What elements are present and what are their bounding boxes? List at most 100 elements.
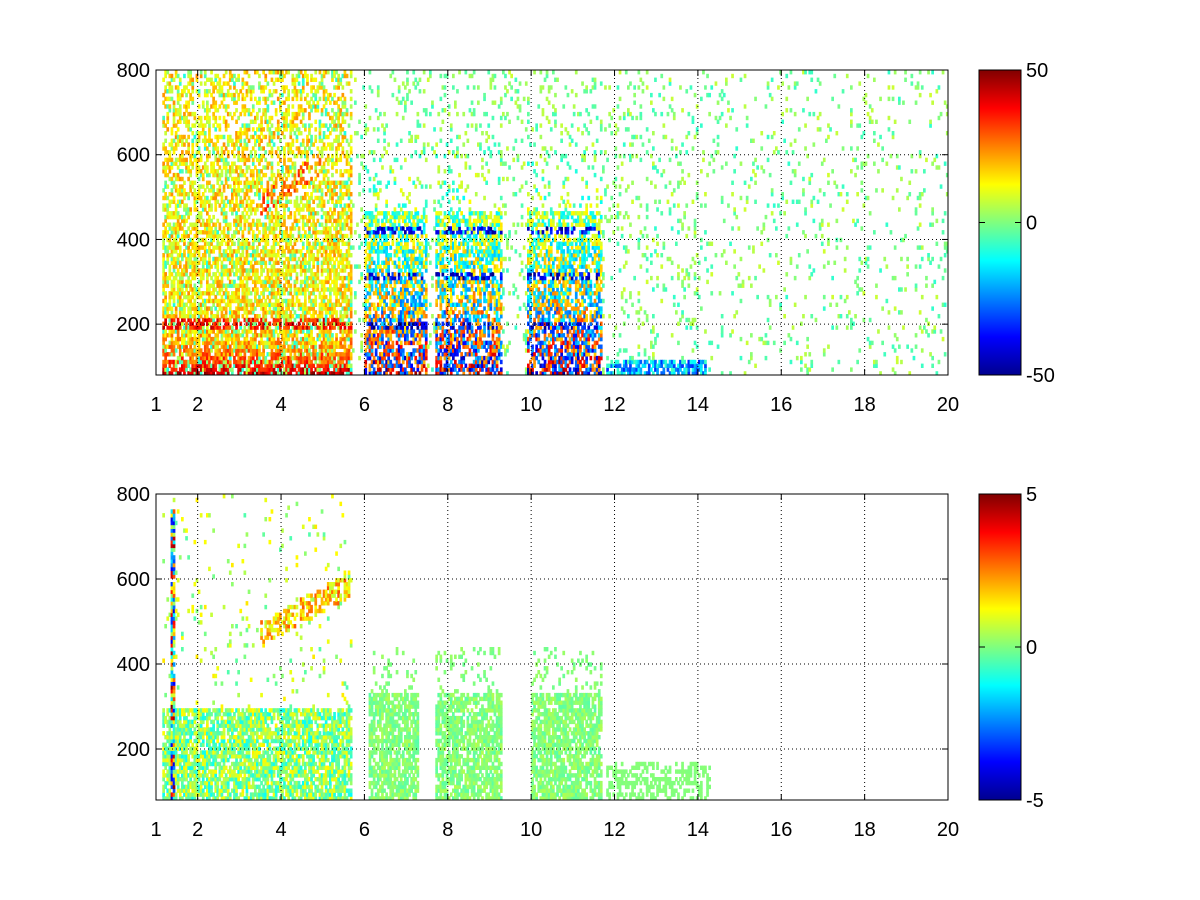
heatmap-cell: [372, 214, 376, 220]
heatmap-cell: [256, 192, 259, 197]
heatmap-cell: [297, 169, 301, 174]
heatmap-cell: [216, 275, 220, 281]
heatmap-cell: [314, 367, 318, 372]
heatmap-cell: [222, 314, 226, 319]
heatmap-cell: [364, 367, 368, 372]
heatmap-cell: [397, 363, 401, 368]
heatmap-cell: [235, 214, 238, 220]
heatmap-cell: [220, 336, 224, 342]
heatmap-cell: [383, 211, 386, 216]
heatmap-cell: [326, 153, 330, 159]
heatmap-cell: [258, 96, 261, 102]
heatmap-cell: [189, 207, 192, 212]
heatmap-cell: [216, 233, 220, 239]
heatmap-cell: [178, 222, 182, 227]
heatmap-cell: [281, 287, 284, 292]
heatmap-cell: [272, 203, 276, 208]
heatmap-cell: [247, 111, 251, 117]
heatmap-cell: [187, 233, 190, 239]
heatmap-cell: [266, 249, 270, 254]
heatmap-cell: [379, 249, 382, 254]
heatmap-cell: [274, 355, 278, 361]
heatmap-cell: [397, 352, 401, 357]
heatmap-cell: [331, 199, 334, 204]
heatmap-cell: [218, 245, 222, 250]
heatmap-cell: [299, 325, 303, 330]
heatmap-cell: [187, 363, 190, 368]
heatmap-cell: [385, 253, 388, 258]
heatmap-cell: [162, 321, 165, 326]
heatmap-cell: [324, 302, 328, 307]
heatmap-cell: [214, 363, 218, 368]
heatmap-cell: [178, 157, 182, 163]
heatmap-cell: [347, 245, 351, 250]
heatmap-cell: [162, 279, 165, 285]
heatmap-cell: [339, 294, 343, 300]
heatmap-cell: [345, 211, 349, 216]
heatmap-cell: [270, 77, 274, 82]
heatmap-cell: [193, 298, 197, 304]
heatmap-cell: [366, 256, 370, 262]
heatmap-cell: [341, 279, 345, 285]
heatmap-cell: [320, 138, 324, 143]
heatmap-cell: [178, 96, 182, 102]
heatmap-cell: [364, 371, 368, 375]
heatmap-cell: [170, 249, 174, 254]
heatmap-cell: [258, 275, 261, 281]
heatmap-cell: [316, 218, 320, 224]
heatmap-cell: [393, 264, 397, 269]
heatmap-cell: [176, 222, 180, 227]
heatmap-cell: [195, 241, 199, 246]
heatmap-cell: [218, 127, 222, 132]
heatmap-cell: [314, 195, 318, 201]
heatmap-cell: [176, 134, 180, 140]
heatmap-cell: [341, 291, 345, 296]
heatmap-cell: [214, 134, 218, 140]
heatmap-cell: [333, 111, 336, 117]
heatmap-cell: [326, 310, 330, 315]
heatmap-cell: [318, 279, 322, 285]
heatmap-cell: [170, 241, 174, 246]
heatmap-cell: [339, 340, 343, 346]
heatmap-cell: [356, 131, 359, 136]
heatmap-cell: [239, 253, 243, 258]
heatmap-cell: [241, 298, 245, 304]
heatmap-cell: [199, 245, 203, 250]
heatmap-cell: [285, 348, 288, 353]
heatmap-cell: [241, 340, 245, 346]
heatmap-cell: [281, 203, 284, 208]
heatmap-cell: [287, 325, 290, 330]
heatmap-cell: [308, 260, 311, 265]
heatmap-cell: [274, 222, 278, 227]
heatmap-cell: [254, 138, 257, 143]
heatmap-cell: [343, 283, 347, 288]
heatmap-cell: [347, 260, 351, 265]
heatmap-cell: [347, 272, 351, 277]
heatmap-cell: [162, 283, 165, 288]
heatmap-cell: [395, 157, 399, 163]
heatmap-cell: [254, 268, 257, 273]
heatmap-cell: [345, 73, 349, 79]
heatmap-cell: [360, 207, 363, 212]
heatmap-cell: [249, 291, 253, 296]
heatmap-cell: [176, 283, 180, 288]
heatmap-cell: [226, 253, 230, 258]
heatmap-cell: [345, 302, 349, 307]
heatmap-cell: [360, 348, 363, 353]
heatmap-cell: [349, 355, 353, 361]
heatmap-cell: [372, 230, 376, 235]
heatmap-cell: [254, 325, 257, 330]
heatmap-cell: [391, 260, 395, 265]
heatmap-cell: [218, 256, 222, 262]
heatmap-cell: [306, 77, 309, 82]
heatmap-cell: [172, 256, 176, 262]
heatmap-cell: [329, 146, 332, 151]
heatmap-cell: [347, 321, 351, 326]
heatmap-cell: [251, 233, 255, 239]
heatmap-cell: [189, 344, 192, 349]
heatmap-cell: [226, 344, 230, 349]
heatmap-cell: [306, 161, 309, 166]
heatmap-cell: [249, 367, 253, 372]
heatmap-cell: [231, 348, 234, 353]
heatmap-cell: [249, 352, 253, 357]
